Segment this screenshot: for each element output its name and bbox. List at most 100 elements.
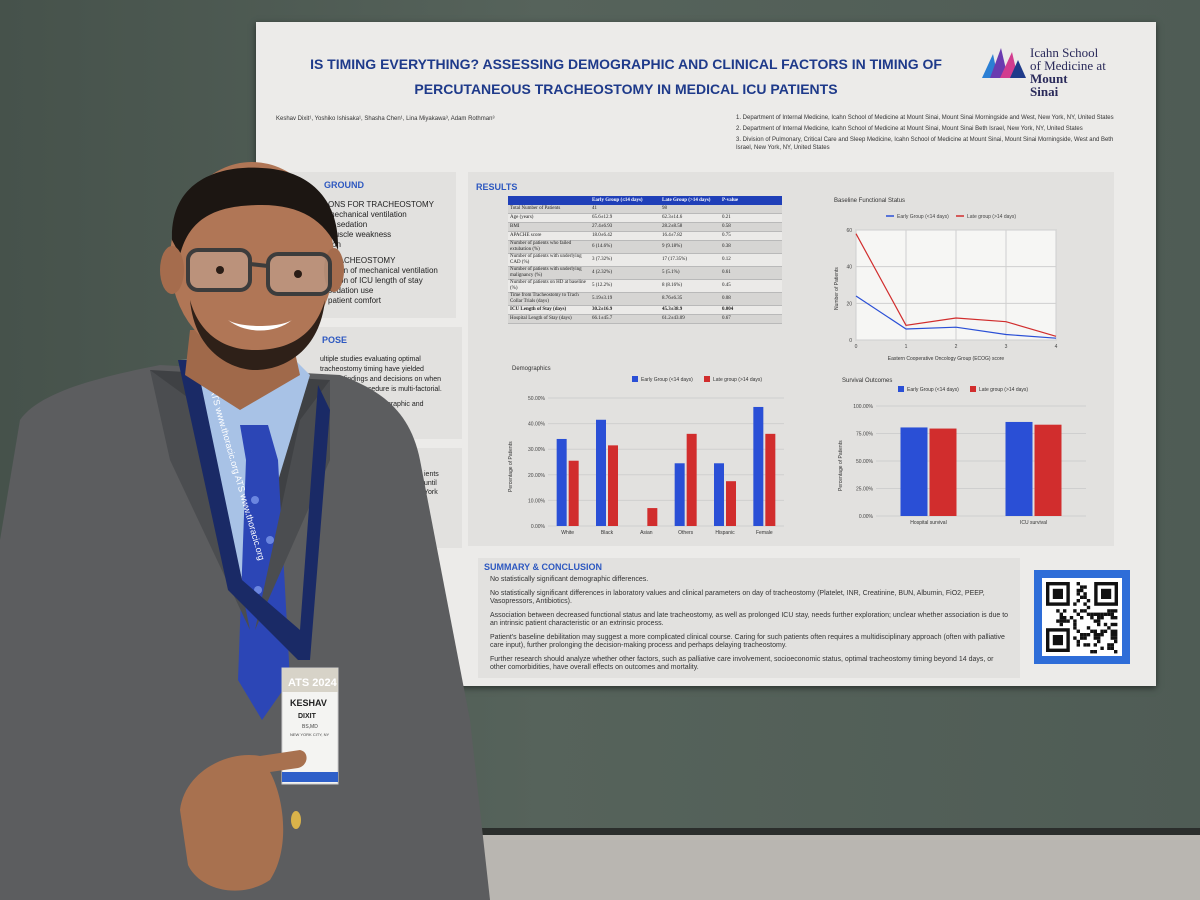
- badge-first-name: KESHAV: [290, 698, 327, 708]
- tie: [238, 425, 290, 720]
- summary-section: SUMMARY & CONCLUSION No statistically si…: [478, 558, 1020, 678]
- table-cell: 16.4±7.82: [660, 231, 720, 241]
- x-tick-label: 3: [1005, 344, 1008, 350]
- text-line: ultiple studies evaluating optimal: [320, 356, 421, 363]
- qr-module: [1093, 643, 1097, 647]
- legend-label: Late group (>14 days): [979, 387, 1028, 393]
- table-cell: Number of patients with underlying malig…: [508, 266, 590, 280]
- qr-finder-core: [1052, 588, 1063, 599]
- qr-module: [1093, 629, 1097, 633]
- table-cell: 66.1±45.7: [590, 314, 660, 324]
- qr-module: [1080, 636, 1084, 640]
- legend-label: Late group (>14 days): [967, 214, 1016, 220]
- qr-module: [1080, 609, 1084, 613]
- column-header: Late Group (>14 days): [660, 196, 720, 205]
- text-line: uivocal findings and decisions on when: [320, 376, 442, 383]
- x-tick-label: 1: [905, 344, 908, 350]
- table-row: Hospital Length of Stay (days) 66.1±45.7 6…: [508, 314, 782, 324]
- qr-module: [1080, 595, 1084, 599]
- qr-module: [1110, 609, 1114, 613]
- legend-swatch: [632, 376, 638, 382]
- qr-finder-core: [1052, 635, 1063, 646]
- qr-module: [1110, 643, 1114, 647]
- affiliation: 1. Department of Internal Medicine, Icah…: [736, 115, 1114, 121]
- x-tick-label: Black: [601, 530, 614, 536]
- beard: [190, 300, 325, 370]
- qr-module: [1097, 616, 1101, 620]
- logo-line: Mount: [1030, 71, 1068, 86]
- table-cell: 0.08: [720, 292, 782, 306]
- y-tick-label: 50.00%: [856, 459, 874, 465]
- qr-finder-core: [1101, 588, 1112, 599]
- bar: [1005, 421, 1033, 516]
- ecog-line-chart: 0 20 40 60 0 1 2 3 4 Early Group (<14 days) Late g…: [834, 214, 1058, 362]
- x-tick-label: Hispanic: [715, 530, 735, 536]
- qr-module: [1076, 588, 1080, 593]
- table-cell: 41: [590, 205, 660, 214]
- qr-code[interactable]: [1034, 570, 1130, 664]
- y-tick-label: 20.00%: [528, 473, 546, 479]
- table-cell: 5.19±3.19: [590, 292, 660, 306]
- qr-module: [1103, 629, 1108, 633]
- x-tick-label: 2: [955, 344, 958, 350]
- table-cell: 18.0±6.42: [590, 231, 660, 241]
- chart-title: Demographics: [512, 366, 551, 372]
- demographics-bar-chart: 0.00% 10.00% 20.00% 30.00% 40.00% 50.00% White…: [508, 376, 784, 536]
- y-tick-label: 0.00%: [531, 524, 546, 530]
- qr-module: [1107, 609, 1111, 613]
- right-lapel: [255, 380, 330, 630]
- mount-sinai-logo-icon: [982, 48, 1026, 78]
- y-axis-label: Number of Patients: [834, 267, 840, 310]
- table-cell: 0.67: [720, 314, 782, 324]
- table-cell: 45.3±38.9: [660, 305, 720, 315]
- results-heading: RESULTS: [476, 182, 518, 192]
- x-tick-label: 0: [855, 344, 858, 350]
- y-tick-label: 20: [846, 301, 852, 307]
- table-cell: Number of patients on HD at baseline (%): [508, 279, 590, 293]
- series-line: [855, 295, 1057, 339]
- x-tick-label: Female: [756, 530, 773, 536]
- qr-module: [1086, 599, 1091, 603]
- y-tick-label: 0: [849, 338, 852, 344]
- y-tick-label: 50.00%: [528, 396, 546, 402]
- text-line: ration of mechanical ventilation: [328, 266, 438, 275]
- results-table: Early Group (≤14 days) Late Group (>14 d…: [508, 196, 782, 324]
- qr-module: [1110, 629, 1114, 633]
- logo-line: Sinai: [1030, 84, 1059, 99]
- qr-module: [1086, 612, 1091, 616]
- qr-module: [1090, 616, 1094, 620]
- summary-paragraph: No statistically significant demographic…: [490, 576, 649, 583]
- qr-module: [1086, 633, 1091, 637]
- qr-module: [1114, 609, 1118, 613]
- qr-module: [1063, 616, 1067, 620]
- qr-module: [1093, 650, 1097, 654]
- y-tick-label: 30.00%: [528, 447, 546, 453]
- table-cell: 0.61: [720, 266, 782, 280]
- qr-module: [1114, 636, 1118, 640]
- qr-module: [1056, 619, 1060, 623]
- qr-module: [1056, 609, 1060, 613]
- y-tick-label: 10.00%: [528, 498, 546, 504]
- qr-module: [1090, 650, 1094, 654]
- table-cell: Time from Tracheostomy to Trach Collar T…: [508, 292, 590, 306]
- logo-text: Icahn School of Medicine at Mount Sinai: [1030, 46, 1106, 98]
- qr-module: [1097, 612, 1101, 616]
- qr-module: [1063, 609, 1067, 613]
- table-row: Time from Tracheostomy to Trach Collar T…: [508, 292, 782, 306]
- qr-module: [1076, 582, 1080, 586]
- background-heading: GROUND: [324, 180, 364, 190]
- y-tick-label: 100.00%: [853, 404, 873, 410]
- poster-title-line1: IS TIMING EVERYTHING? ASSESSING DEMOGRAP…: [310, 56, 942, 72]
- qr-module: [1076, 592, 1080, 596]
- x-tick-label: ICU survival: [1020, 520, 1047, 526]
- x-tick-label: Others: [678, 530, 694, 536]
- qr-module: [1103, 612, 1108, 616]
- table-cell: 0.004: [720, 305, 782, 315]
- affiliations: 1. Department of Internal Medicine, Icah…: [736, 114, 1126, 155]
- qr-module: [1073, 619, 1077, 623]
- table-cell: 27.4±6.93: [590, 222, 660, 232]
- x-tick-label: Hospital survival: [910, 520, 946, 526]
- qr-module: [1076, 612, 1080, 616]
- summary-heading: SUMMARY & CONCLUSION: [484, 562, 603, 572]
- bar: [765, 433, 776, 526]
